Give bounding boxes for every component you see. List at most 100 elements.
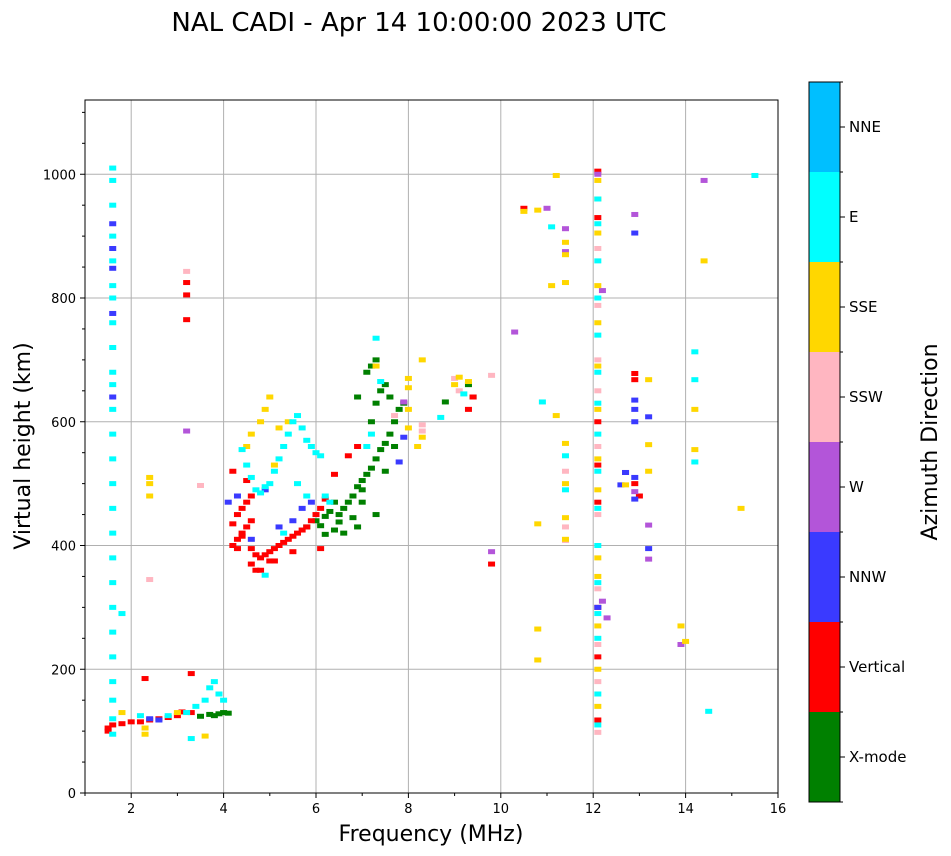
data-point-x-mode — [354, 524, 362, 530]
data-point-x-mode — [372, 357, 380, 363]
data-point-ssw — [594, 302, 602, 308]
data-point-sse — [561, 239, 569, 245]
data-point-vertical — [312, 512, 320, 518]
data-point-x-mode — [330, 527, 338, 533]
y-axis-ticks: 0 200 400 600 800 1000 — [43, 111, 85, 802]
data-point-w — [400, 399, 408, 405]
data-point-sse — [275, 425, 283, 431]
data-point-w — [594, 171, 602, 177]
data-point-vertical — [233, 512, 241, 518]
data-point-vertical — [252, 552, 260, 558]
data-point-x-mode — [224, 710, 232, 716]
data-point-vertical — [266, 549, 274, 555]
data-point-w — [183, 428, 191, 434]
data-point-e — [294, 413, 302, 419]
data-point-e — [136, 713, 144, 719]
data-point-vertical — [229, 468, 237, 474]
data-point-nnw — [631, 397, 639, 403]
data-point-nnw — [400, 434, 408, 440]
data-point-x-mode — [372, 400, 380, 406]
data-point-nnw — [594, 604, 602, 610]
data-point-e — [201, 697, 209, 703]
data-point-e — [109, 654, 117, 660]
data-point-vertical — [238, 533, 246, 539]
data-point-e — [210, 679, 218, 685]
data-point-sse — [691, 406, 699, 412]
data-point-e — [594, 468, 602, 474]
y-tick-label: 800 — [51, 292, 76, 307]
data-point-x-mode — [354, 484, 362, 490]
data-point-vertical — [289, 549, 297, 555]
data-point-sse — [270, 462, 278, 468]
data-point-e — [691, 459, 699, 465]
data-point-vertical — [252, 567, 260, 573]
colorbar-border — [808, 81, 841, 803]
data-point-sse — [455, 374, 463, 380]
data-point-sse — [284, 419, 292, 425]
data-point-nnw — [109, 394, 117, 400]
data-point-e — [594, 295, 602, 301]
data-point-e — [206, 685, 214, 691]
data-point-vertical — [247, 546, 255, 552]
data-point-e — [109, 233, 117, 239]
data-point-vertical — [303, 524, 311, 530]
y-tick-label: 400 — [51, 540, 76, 555]
x-tick-label: 2 — [127, 802, 135, 817]
data-point-x-mode — [363, 369, 371, 375]
colorbar-swatch — [809, 262, 840, 352]
data-point-ssw — [451, 375, 459, 381]
data-point-vertical — [520, 205, 528, 211]
data-point-vertical — [594, 215, 602, 221]
data-point-x-mode — [317, 523, 325, 529]
data-point-vertical — [257, 567, 265, 573]
data-point-e — [109, 555, 117, 561]
data-point-sse — [561, 252, 569, 258]
data-point-e — [109, 382, 117, 388]
data-point-e — [215, 691, 223, 697]
data-point-vertical — [183, 280, 191, 286]
data-point-e — [243, 462, 251, 468]
data-point-sse — [645, 442, 653, 448]
data-point-w — [645, 556, 653, 562]
data-point-x-mode — [381, 440, 389, 446]
data-point-w — [598, 598, 606, 604]
data-point-nnw — [289, 518, 297, 524]
data-point-w — [561, 226, 569, 232]
data-point-sse — [561, 515, 569, 521]
data-point-vertical — [594, 419, 602, 425]
x-axis-label: Frequency (MHz) — [339, 822, 524, 847]
data-point-e — [594, 543, 602, 548]
x-tick-label: 14 — [677, 802, 694, 817]
data-point-x-mode — [354, 394, 362, 400]
data-point-sse — [141, 731, 149, 737]
data-point-ssw — [146, 577, 154, 583]
data-point-x-mode — [349, 493, 357, 499]
data-point-vertical — [488, 561, 496, 567]
data-point-e — [109, 697, 117, 703]
data-point-e — [594, 400, 602, 406]
data-point-x-mode — [321, 531, 329, 537]
data-point-sse — [418, 434, 426, 440]
data-point-nnw — [631, 406, 639, 412]
data-point-w — [543, 205, 551, 211]
data-point-e — [109, 177, 117, 183]
data-point-vertical — [464, 406, 472, 412]
data-point-sse — [261, 406, 269, 412]
data-point-x-mode — [344, 499, 352, 505]
data-point-e — [377, 379, 385, 385]
data-point-sse — [700, 258, 708, 264]
data-point-vertical — [178, 709, 186, 715]
data-point-e — [280, 444, 288, 449]
data-point-vertical — [594, 654, 602, 660]
data-point-e — [109, 369, 117, 375]
data-point-e — [109, 431, 117, 437]
data-point-e — [109, 406, 117, 412]
data-point-x-mode — [367, 363, 375, 369]
data-point-nnw — [631, 419, 639, 425]
data-point-ssw — [418, 428, 426, 434]
colorbar-label: W — [849, 478, 864, 496]
data-point-sse — [534, 657, 542, 663]
data-point-sse — [548, 283, 556, 289]
colorbar-label: Vertical — [849, 658, 905, 676]
